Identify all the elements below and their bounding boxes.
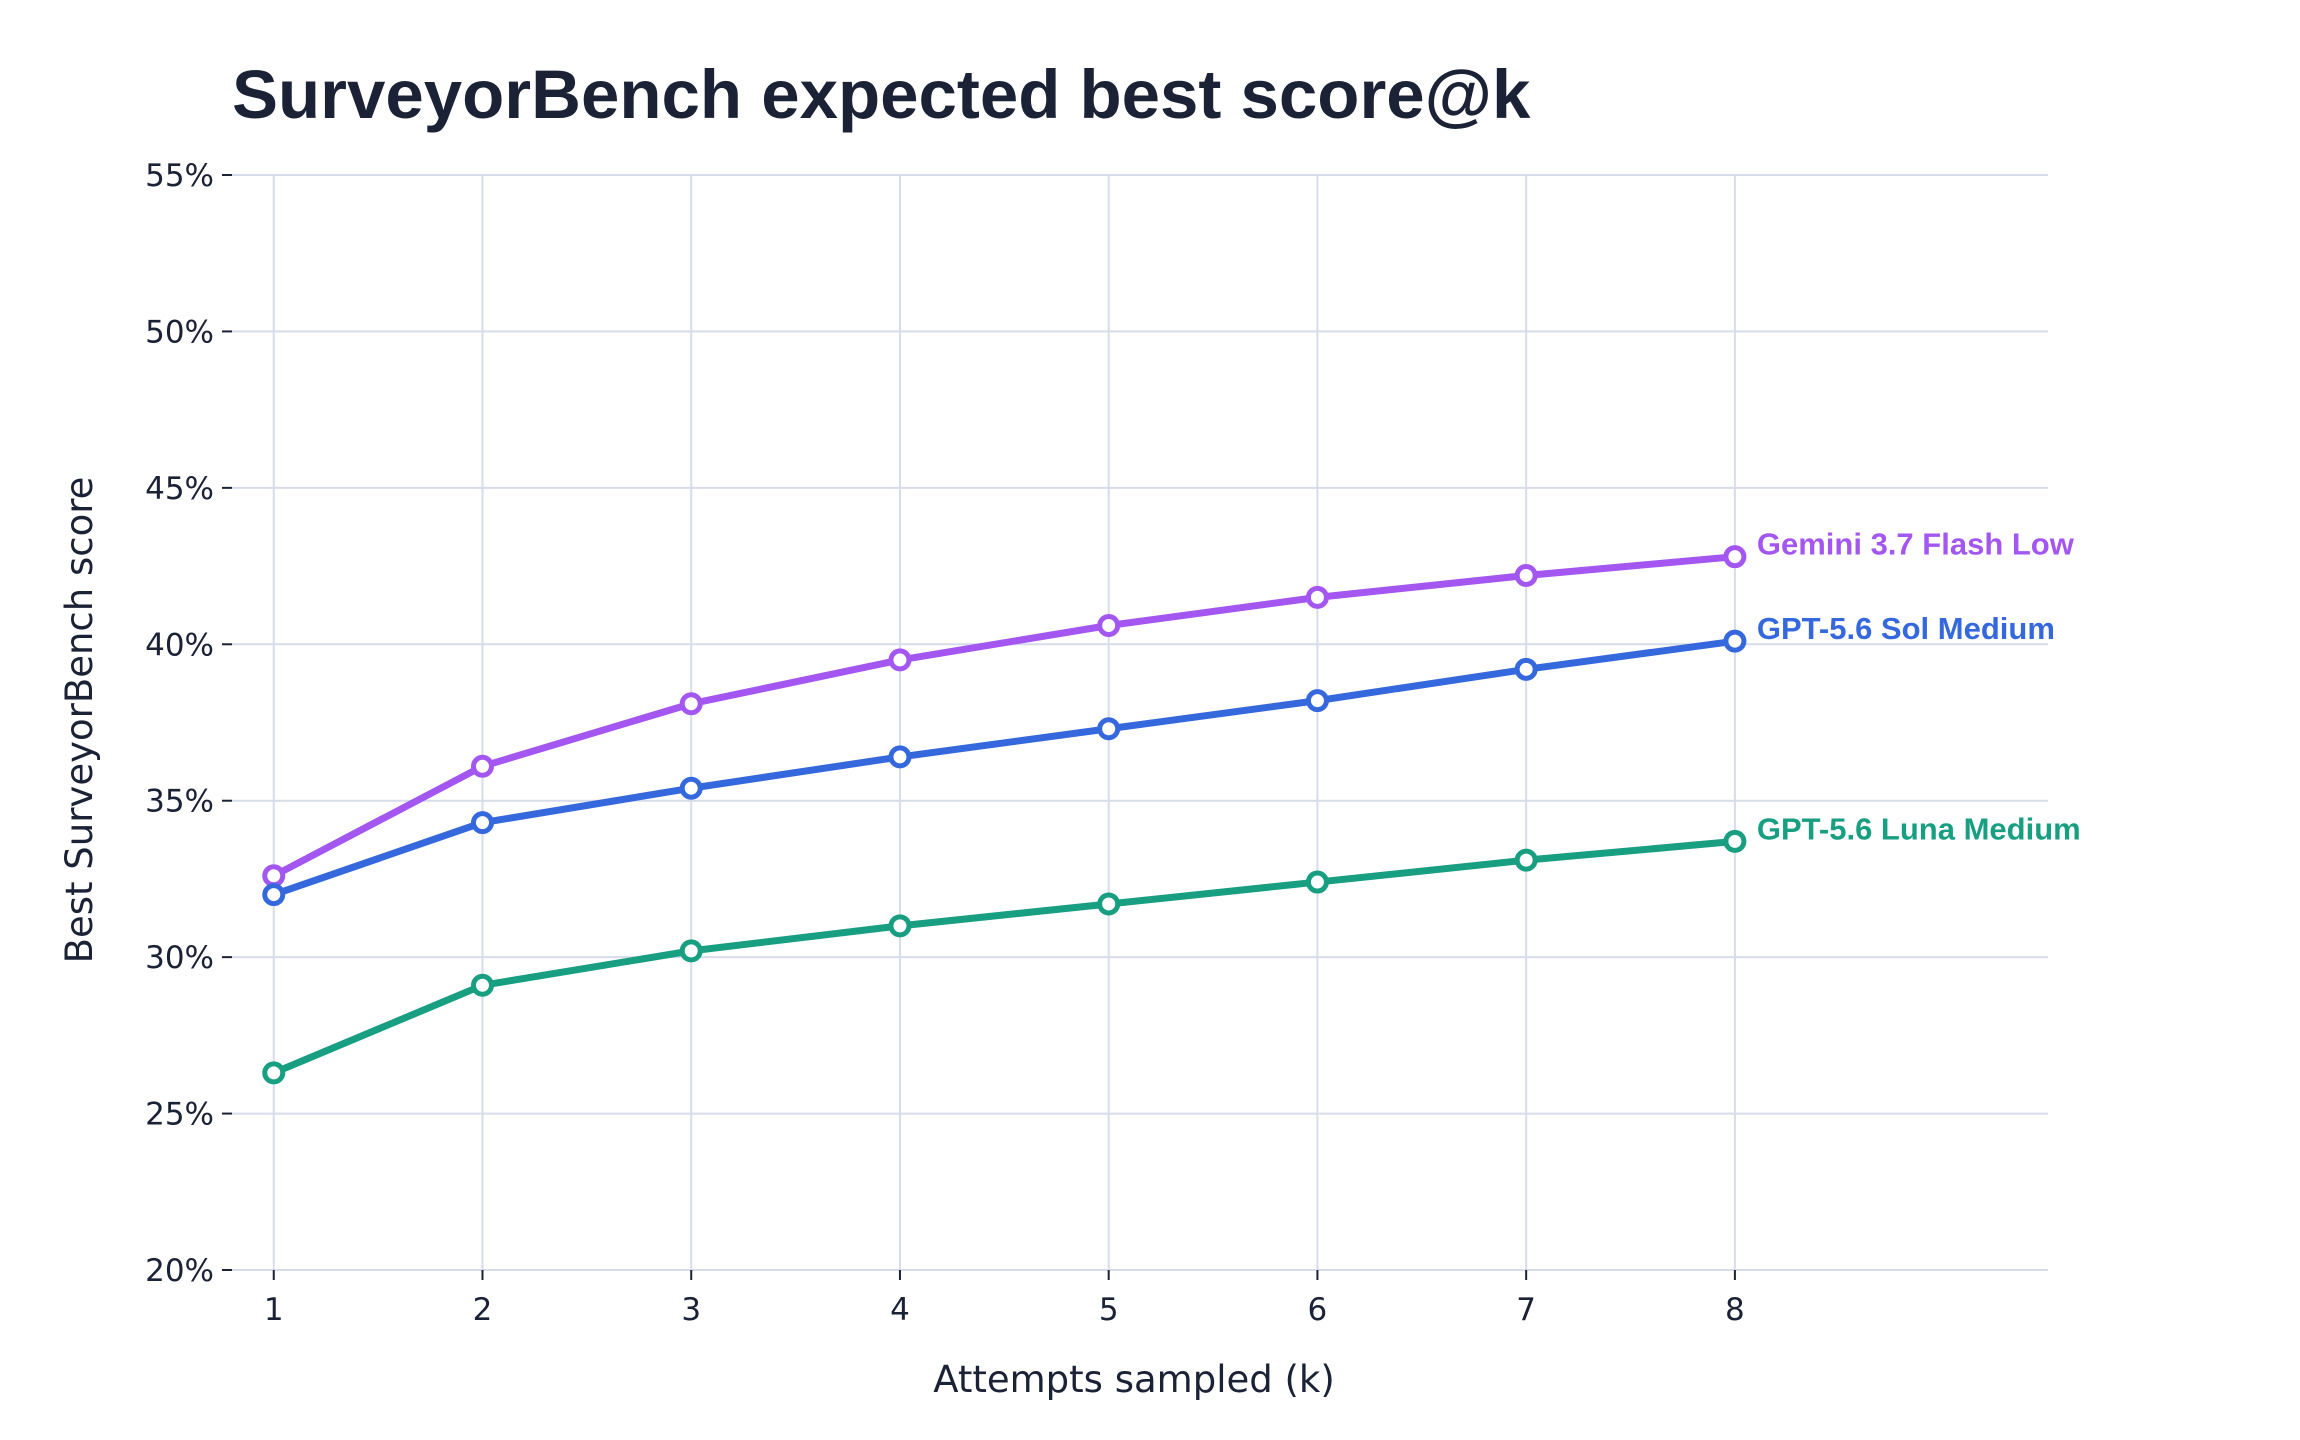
data-point bbox=[1097, 892, 1121, 916]
data-point bbox=[679, 692, 703, 716]
data-point bbox=[1514, 657, 1538, 681]
data-point bbox=[679, 939, 703, 963]
data-point bbox=[679, 776, 703, 800]
x-tick-label: 6 bbox=[1308, 1292, 1328, 1328]
data-point bbox=[1097, 717, 1121, 741]
data-point bbox=[470, 973, 494, 997]
x-axis-label: Attempts sampled (k) bbox=[933, 1358, 1335, 1401]
series-group: Gemini 3.7 Flash Low GPT-5.6 Sol Medium GP… bbox=[262, 527, 2081, 1085]
data-point bbox=[470, 754, 494, 778]
y-tick-label: 35% bbox=[145, 784, 214, 820]
series-label: GPT-5.6 Luna Medium bbox=[1757, 811, 2081, 846]
y-tick-label: 30% bbox=[145, 940, 214, 976]
x-tick-label: 4 bbox=[890, 1292, 910, 1328]
data-point bbox=[1723, 629, 1747, 653]
y-tick-label: 45% bbox=[145, 471, 214, 507]
data-point bbox=[262, 864, 286, 888]
series-2: GPT-5.6 Luna Medium bbox=[262, 811, 2081, 1085]
x-tick-label: 8 bbox=[1725, 1292, 1745, 1328]
data-point bbox=[1305, 585, 1329, 609]
series-label: Gemini 3.7 Flash Low bbox=[1757, 527, 2075, 562]
series-label: GPT-5.6 Sol Medium bbox=[1757, 611, 2055, 646]
x-tick-label: 7 bbox=[1516, 1292, 1536, 1328]
y-tick-label: 20% bbox=[145, 1253, 214, 1289]
data-point bbox=[888, 914, 912, 938]
data-point bbox=[1514, 563, 1538, 587]
data-point bbox=[470, 811, 494, 835]
x-axis: 1 2 3 4 5 6 7 8 bbox=[264, 1270, 1745, 1328]
y-axis: 20% 25% 30% 35% 40% 45% 50% 55% bbox=[145, 158, 232, 1289]
data-point bbox=[888, 648, 912, 672]
data-point bbox=[262, 1061, 286, 1085]
y-tick-label: 55% bbox=[145, 158, 214, 194]
y-tick-label: 40% bbox=[145, 627, 214, 663]
chart-title: SurveyorBench expected best score@k bbox=[232, 56, 1531, 133]
data-point bbox=[1723, 829, 1747, 853]
series-1: GPT-5.6 Sol Medium bbox=[262, 611, 2055, 907]
y-tick-label: 50% bbox=[145, 314, 214, 350]
series-line bbox=[270, 637, 1739, 899]
data-point bbox=[1305, 870, 1329, 894]
data-point bbox=[1097, 614, 1121, 638]
series-0: Gemini 3.7 Flash Low bbox=[262, 527, 2075, 888]
x-tick-label: 2 bbox=[473, 1292, 493, 1328]
series-line bbox=[270, 837, 1739, 1077]
x-tick-label: 5 bbox=[1099, 1292, 1119, 1328]
data-point bbox=[1514, 848, 1538, 872]
x-tick-label: 3 bbox=[681, 1292, 701, 1328]
series-line bbox=[270, 553, 1739, 880]
data-point bbox=[888, 745, 912, 769]
data-point bbox=[262, 883, 286, 907]
data-point bbox=[1723, 545, 1747, 569]
y-axis-label: Best SurveyorBench score bbox=[58, 477, 101, 964]
x-tick-label: 1 bbox=[264, 1292, 284, 1328]
data-point bbox=[1305, 689, 1329, 713]
y-tick-label: 25% bbox=[145, 1097, 214, 1133]
